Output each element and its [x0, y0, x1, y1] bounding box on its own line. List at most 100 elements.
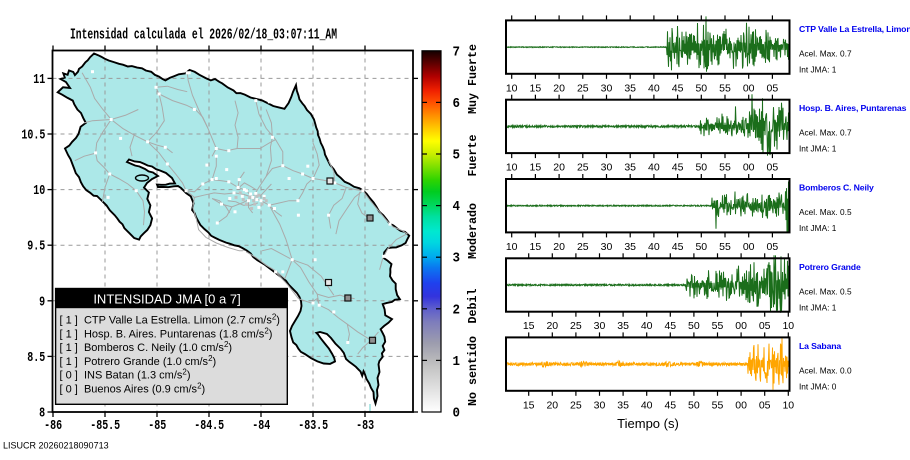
svg-text:30: 30: [601, 241, 613, 253]
svg-text:25: 25: [570, 399, 582, 411]
svg-text:05: 05: [767, 241, 779, 253]
svg-text:Int JMA: 1: Int JMA: 1: [799, 223, 837, 233]
svg-text:45: 45: [672, 82, 684, 94]
svg-text:55: 55: [712, 399, 724, 411]
svg-text:15: 15: [523, 399, 535, 411]
svg-text:10.5: 10.5: [21, 129, 45, 144]
svg-text:20: 20: [546, 320, 558, 332]
svg-text:8.5: 8.5: [27, 351, 45, 366]
svg-text:Acel. Max. 0.5: Acel. Max. 0.5: [799, 207, 852, 217]
svg-text:Acel. Max. 0.7: Acel. Max. 0.7: [799, 128, 852, 138]
svg-text:00: 00: [735, 320, 747, 332]
svg-text:10: 10: [782, 399, 794, 411]
svg-text:05: 05: [759, 320, 771, 332]
svg-text:35: 35: [617, 399, 629, 411]
svg-text:05: 05: [759, 399, 771, 411]
svg-text:-85: -85: [148, 419, 166, 434]
svg-text:35: 35: [624, 162, 636, 174]
svg-text:55: 55: [719, 82, 731, 94]
svg-text:-84: -84: [252, 419, 270, 434]
svg-text:20: 20: [553, 82, 565, 94]
svg-text:50: 50: [688, 399, 700, 411]
svg-text:-83: -83: [356, 419, 374, 434]
svg-text:20: 20: [546, 399, 558, 411]
svg-text:[ 1 ] Hosp. B. Aires. Puntare: [ 1 ] Hosp. B. Aires. Puntarenas (1.8 cm…: [60, 326, 273, 340]
svg-text:55: 55: [719, 162, 731, 174]
svg-text:10: 10: [33, 184, 45, 199]
svg-text:[ 1 ] Bomberos C. Neily (1.0: [ 1 ] Bomberos C. Neily (1.0 cm/s2): [60, 340, 233, 354]
svg-text:La Sabana: La Sabana: [799, 341, 841, 351]
svg-text:[ 1 ] CTP Valle La Estrella.: [ 1 ] CTP Valle La Estrella. Limon (2.7 …: [60, 313, 280, 327]
svg-text:Acel. Max. 0.0: Acel. Max. 0.0: [799, 365, 852, 375]
svg-text:1: 1: [453, 355, 461, 370]
svg-text:0: 0: [453, 407, 461, 422]
svg-text:30: 30: [601, 162, 613, 174]
svg-text:10: 10: [506, 241, 518, 253]
svg-text:15: 15: [530, 82, 542, 94]
svg-text:INTENSIDAD JMA [0 a 7]: INTENSIDAD JMA [0 a 7]: [93, 291, 240, 306]
svg-text:8: 8: [39, 407, 45, 422]
svg-text:-85.5: -85.5: [90, 419, 120, 434]
svg-text:Moderado: Moderado: [467, 203, 480, 259]
svg-text:5: 5: [453, 149, 461, 164]
svg-text:40: 40: [648, 162, 660, 174]
svg-text:11: 11: [33, 73, 45, 88]
svg-text:45: 45: [672, 162, 684, 174]
svg-text:45: 45: [664, 399, 676, 411]
svg-text:Int JMA: 0: Int JMA: 0: [799, 381, 837, 391]
svg-text:30: 30: [594, 320, 606, 332]
svg-text:-86: -86: [44, 419, 62, 434]
svg-text:45: 45: [664, 320, 676, 332]
svg-text:Fuerte: Fuerte: [467, 134, 480, 176]
svg-text:Int JMA: 1: Int JMA: 1: [799, 302, 837, 312]
svg-text:35: 35: [624, 241, 636, 253]
svg-text:Int JMA: 1: Int JMA: 1: [799, 64, 837, 74]
svg-text:No sentido: No sentido: [467, 336, 480, 406]
svg-text:35: 35: [624, 82, 636, 94]
svg-text:Potrero Grande: Potrero Grande: [799, 262, 861, 272]
svg-text:30: 30: [601, 82, 613, 94]
svg-text:50: 50: [695, 162, 707, 174]
svg-text:40: 40: [648, 82, 660, 94]
svg-text:Muy Fuerte: Muy Fuerte: [467, 44, 480, 114]
svg-text:6: 6: [453, 97, 461, 112]
svg-text:Bomberos C. Neily: Bomberos C. Neily: [799, 183, 874, 193]
svg-text:Acel. Max. 0.5: Acel. Max. 0.5: [799, 286, 852, 296]
svg-text:10: 10: [506, 82, 518, 94]
svg-text:25: 25: [570, 320, 582, 332]
svg-text:25: 25: [577, 162, 589, 174]
svg-text:30: 30: [594, 399, 606, 411]
svg-text:9.5: 9.5: [27, 240, 45, 255]
svg-text:10: 10: [782, 320, 794, 332]
svg-text:50: 50: [688, 320, 700, 332]
svg-text:9: 9: [39, 295, 45, 310]
svg-text:[ 0 ] INS Batan (1.3 cm/s2): [ 0 ] INS Batan (1.3 cm/s2): [60, 368, 191, 382]
svg-text:45: 45: [672, 241, 684, 253]
svg-text:Hosp. B. Aires, Puntarenas: Hosp. B. Aires, Puntarenas: [799, 103, 907, 113]
svg-text:15: 15: [530, 162, 542, 174]
svg-text:40: 40: [641, 320, 653, 332]
svg-text:15: 15: [523, 320, 535, 332]
svg-text:40: 40: [648, 241, 660, 253]
svg-text:00: 00: [743, 82, 755, 94]
svg-text:05: 05: [767, 162, 779, 174]
svg-text:55: 55: [719, 241, 731, 253]
svg-text:55: 55: [712, 320, 724, 332]
svg-text:LISUCR 20260218090713: LISUCR 20260218090713: [3, 441, 109, 451]
svg-text:50: 50: [695, 241, 707, 253]
svg-text:00: 00: [743, 241, 755, 253]
svg-text:Acel. Max. 0.7: Acel. Max. 0.7: [799, 48, 852, 58]
svg-text:2: 2: [453, 303, 461, 318]
svg-text:25: 25: [577, 82, 589, 94]
svg-text:00: 00: [735, 399, 747, 411]
svg-text:20: 20: [553, 162, 565, 174]
svg-text:Int JMA: 1: Int JMA: 1: [799, 144, 837, 154]
svg-text:35: 35: [617, 320, 629, 332]
svg-text:-84.5: -84.5: [194, 419, 224, 434]
svg-text:15: 15: [530, 241, 542, 253]
svg-text:-83.5: -83.5: [298, 419, 328, 434]
svg-text:3: 3: [453, 252, 461, 267]
svg-text:[ 1 ] Potrero Grande (1.0 cm/: [ 1 ] Potrero Grande (1.0 cm/s2): [60, 354, 217, 368]
svg-text:[ 0 ] Buenos Aires (0.9 cm/s2: [ 0 ] Buenos Aires (0.9 cm/s2): [60, 382, 206, 396]
svg-text:Intensidad calculada el 2026/0: Intensidad calculada el 2026/02/18_03:07…: [70, 28, 337, 44]
